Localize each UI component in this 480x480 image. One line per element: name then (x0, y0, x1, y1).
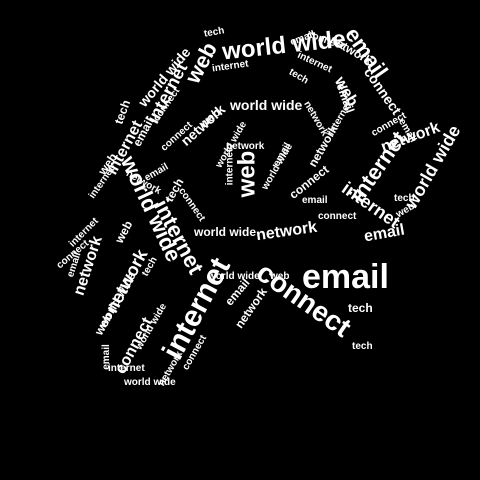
cloud-word: tech (286, 66, 311, 87)
cloud-word: world wide (124, 377, 176, 388)
cloud-word: web (112, 218, 136, 246)
cloud-word: internet (108, 363, 145, 374)
cloud-word: tech (352, 341, 373, 352)
cloud-word: email (362, 221, 407, 246)
cloud-word: web (270, 271, 290, 282)
cloud-word: email (302, 195, 328, 206)
cloud-word: web (91, 310, 116, 338)
cloud-word: world wide (208, 271, 260, 282)
cloud-word: network (101, 245, 152, 317)
cloud-word: internet (86, 164, 117, 201)
cloud-word: internet (211, 58, 250, 75)
cloud-word: world wide (194, 225, 257, 239)
cloud-word: connect (318, 211, 357, 222)
cloud-word: email (302, 258, 389, 296)
cloud-word: network (226, 141, 265, 152)
cloud-word: web (233, 150, 261, 198)
cloud-word: tech (348, 301, 373, 315)
cloud-word: internet (325, 100, 354, 138)
cloud-word: world wide (230, 97, 303, 113)
cloud-word: network (255, 218, 319, 245)
cloud-word: tech (394, 193, 415, 204)
cloud-word: web (196, 105, 224, 131)
cloud-word: email (142, 161, 171, 184)
